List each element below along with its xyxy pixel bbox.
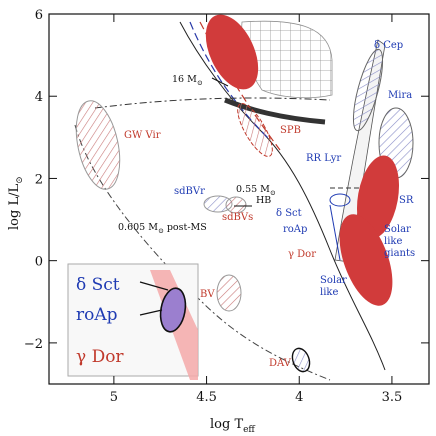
y-tick-label: 6 (35, 8, 43, 23)
inset-arrow-1 (139, 281, 169, 291)
label-delta-cep: δ Cep (374, 40, 403, 51)
y-tick-label: 4 (35, 90, 43, 105)
inset-label-delta-sct: δ Sct (76, 275, 120, 295)
region-bv (216, 274, 242, 312)
label-solar-like-giants-line1: Solar (384, 224, 411, 235)
region-gw-vir (75, 100, 121, 190)
inset-arrow-2 (139, 309, 163, 316)
inset-label-gamma-dor: γ Dor (76, 347, 124, 367)
inset-label-roap: roAp (76, 305, 118, 325)
label-solar-like: Solar like (320, 275, 350, 298)
x-tick-label: 3.5 (382, 390, 403, 405)
x-axis-ticks: 5 4.5 4 3.5 (110, 14, 403, 405)
region-beta-cep (205, 14, 259, 90)
region-sr (356, 155, 400, 239)
post-agb-track (94, 97, 331, 109)
region-sdbvs (225, 196, 247, 214)
x-tick-label: 4 (295, 390, 303, 405)
label-rr-lyr: RR Lyr (306, 153, 341, 164)
label-solar-like-line2: like (320, 287, 338, 298)
label-gw-vir: GW Vir (124, 130, 161, 141)
y-axis-label: log L/L⊙ (7, 176, 25, 230)
region-dav (291, 347, 311, 373)
label-solar-like-line1: Solar (320, 275, 347, 286)
label-roap: roAp (283, 224, 307, 235)
annotation-16msun-arrow (211, 77, 229, 87)
delta-sct-strip (329, 204, 341, 261)
y-tick-label: −2 (24, 337, 43, 352)
x-tick-label: 4.5 (196, 390, 217, 405)
y-tick-label: 0 (35, 255, 43, 270)
region-rr-lyr (329, 193, 351, 207)
thick-track (224, 97, 326, 125)
label-dav: DAV (269, 358, 292, 369)
annotation-0605msun: 0.605 M⊙ post-MS (118, 222, 207, 235)
y-tick-label: 2 (35, 172, 43, 187)
annotation-055msun: 0.55 M⊙ (236, 184, 276, 197)
label-solar-like-giants-line2: like (384, 236, 402, 247)
label-solar-like-giants-line3: giants (384, 248, 415, 259)
label-bv: BV (200, 289, 215, 300)
label-delta-sct: δ Sct (276, 208, 302, 219)
label-mira: Mira (388, 90, 412, 101)
annotation-hb: HB (256, 195, 271, 206)
label-sdbvr: sdBVr (174, 186, 205, 197)
inset-roap-ellipse (159, 287, 187, 333)
label-solar-like-giants: Solar like giants (384, 224, 415, 259)
label-sdbvs: sdBVs (222, 212, 253, 223)
main-sequence (179, 21, 386, 371)
label-sr: SR (399, 195, 414, 206)
x-axis-label: log Teff (210, 417, 255, 435)
region-spb (237, 103, 273, 157)
annotation-16msun: 16 M⊙ (172, 74, 203, 87)
x-tick-label: 5 (110, 390, 118, 405)
y-axis-ticks: −2 0 2 4 6 (24, 8, 429, 352)
label-spb: SPB (280, 125, 301, 136)
region-delta-cep (352, 48, 384, 132)
white-dwarf-track (74, 124, 331, 381)
label-gamma-dor: γ Dor (288, 249, 316, 260)
region-solar-like (339, 214, 393, 306)
